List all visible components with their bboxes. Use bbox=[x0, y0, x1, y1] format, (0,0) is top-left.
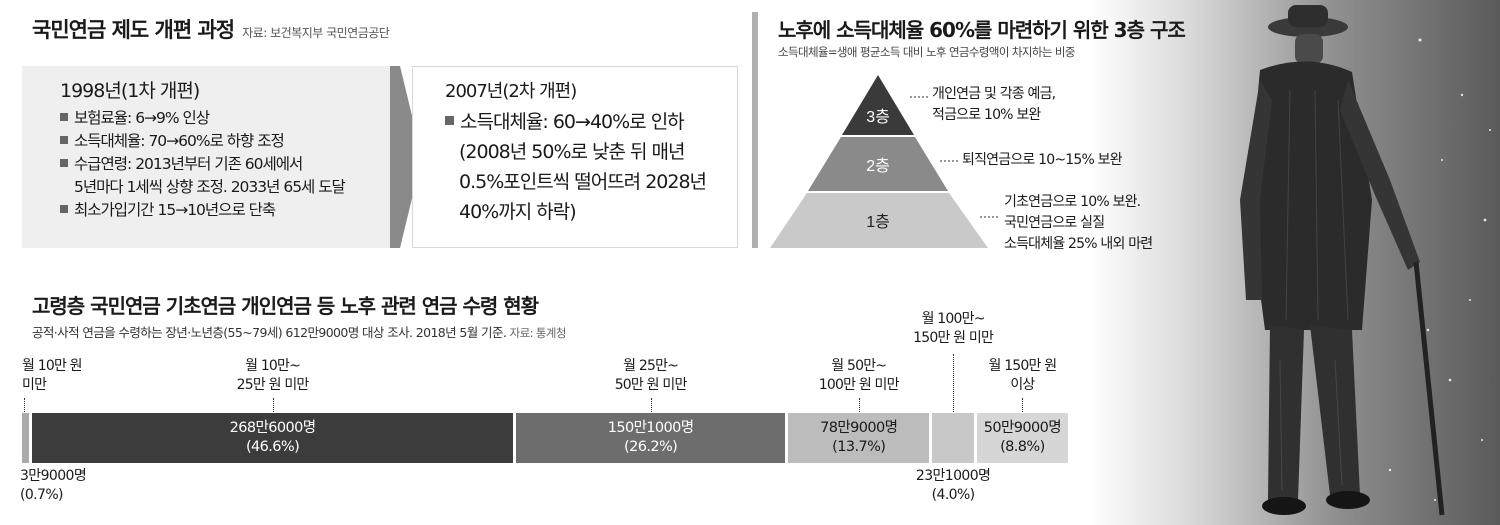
reform-first-item: 보험료율: 6→9% 인상 bbox=[60, 107, 390, 130]
chart-source: 자료: 통계청 bbox=[509, 326, 567, 340]
reform-source: 자료: 보건복지부 국민연금공단 bbox=[242, 26, 390, 40]
chart-title: 고령층 국민연금 기초연금 개인연금 등 노후 관련 연금 수령 현황 bbox=[32, 294, 539, 318]
reform-second-item: 소득대체율: 60→40%로 인하 bbox=[445, 107, 737, 137]
tier-1-name: 1층 bbox=[866, 213, 890, 231]
bar-value-label: 150만1000명 (26.2%) bbox=[607, 420, 694, 455]
reform-first-heading: 1998년(1차 개편) bbox=[60, 80, 200, 102]
square-bullet-icon bbox=[60, 113, 68, 121]
bar-value-label: 268만6000명 (46.6%) bbox=[229, 420, 316, 455]
bar-segment bbox=[22, 413, 29, 463]
bar-segment bbox=[516, 413, 786, 463]
tier-1-shape bbox=[770, 193, 988, 248]
reform-first-box: 1998년(1차 개편) 보험료율: 6→9% 인상 소득대체율: 70→60%… bbox=[22, 66, 390, 248]
bar-segment bbox=[788, 413, 930, 463]
tier-2-desc: 퇴직연금으로 10~15% 보완 bbox=[962, 152, 1123, 168]
category-label: 월 25만~ 50만 원 미만 bbox=[614, 358, 688, 393]
category-leader bbox=[650, 398, 652, 412]
reform-title: 국민연금 제도 개편 과정 자료: 보건복지부 국민연금공단 bbox=[32, 14, 390, 44]
bar-segment bbox=[932, 413, 974, 463]
stacked-bar-chart: 월 10만 원 미만 268만6000명 (46.6%) 월 10만~ 25만 원 미만 1… bbox=[0, 311, 1090, 525]
reform-second-line: 0.5%포인트씩 떨어뜨려 2028년 bbox=[459, 171, 707, 193]
pyramid: 3층 2층 1층 bbox=[770, 75, 1000, 248]
category-leader bbox=[272, 398, 274, 412]
reform-first-item: 수급연령: 2013년부터 기존 60세에서 bbox=[60, 153, 390, 176]
category-label: 월 150만 원 이상 bbox=[988, 358, 1057, 393]
reform-first-item: 소득대체율: 70→60%로 하향 조정 bbox=[60, 130, 390, 153]
square-bullet-icon bbox=[445, 116, 454, 125]
square-bullet-icon bbox=[60, 159, 68, 167]
structure-subtitle: 소득대체율=생애 평균소득 대비 노후 연금수령액이 차지하는 비중 bbox=[778, 45, 1075, 59]
arrow-right-icon bbox=[390, 66, 422, 248]
category-label: 월 10만 원 미만 bbox=[22, 358, 83, 393]
square-bullet-icon bbox=[60, 136, 68, 144]
tier-2-name: 2층 bbox=[866, 157, 890, 175]
reform-first-item-continuation: 5년마다 1세씩 상향 조정. 2033년 65세 도달 bbox=[74, 178, 346, 196]
bar-value-label: 3만9000명 (0.7%) bbox=[20, 468, 87, 503]
reform-second-line: (2008년 50%로 낮춘 뒤 매년 bbox=[459, 141, 686, 163]
category-label: 월 50만~ 100만 원 미만 bbox=[818, 358, 900, 393]
category-leader bbox=[1022, 398, 1024, 412]
reform-second-line: 40%까지 하락) bbox=[459, 201, 577, 223]
tier-3-name: 3층 bbox=[866, 108, 890, 126]
bar-value-label: 78만9000명 (13.7%) bbox=[820, 420, 898, 455]
reform-title-text: 국민연금 제도 개편 과정 bbox=[32, 18, 235, 42]
bar-value-label: 23만1000명 (4.0%) bbox=[915, 468, 991, 503]
reform-first-item: 최소가입기간 15→10년으로 단축 bbox=[60, 199, 390, 222]
tier-2-shape bbox=[808, 137, 948, 191]
category-leader bbox=[858, 398, 860, 412]
bar-value-label: 50만9000명 (8.8%) bbox=[983, 420, 1062, 455]
bar-segment bbox=[31, 413, 514, 463]
square-bullet-icon bbox=[60, 205, 68, 213]
reform-second-box: 2007년(2차 개편) 소득대체율: 60→40%로 인하 (2008년 50… bbox=[412, 66, 738, 248]
section-divider bbox=[752, 12, 758, 248]
bar-segment bbox=[976, 413, 1068, 463]
chart-subtitle: 공적·사적 연금을 수령하는 장년·노년층(55~79세) 612만9000명 … bbox=[32, 325, 567, 340]
category-label: 월 100만~ 150만 원 미만 bbox=[913, 311, 994, 346]
tier-3-desc: 개인연금 및 각종 예금, 적금으로 10% 보완 bbox=[932, 86, 1056, 123]
reform-second-heading: 2007년(2차 개편) bbox=[445, 81, 577, 102]
category-label: 월 10만~ 25만 원 미만 bbox=[236, 358, 310, 393]
structure-title: 노후에 소득대체율 60%를 마련하기 위한 3층 구조 bbox=[778, 18, 1186, 42]
category-leader bbox=[953, 354, 955, 412]
elderly-man-illustration bbox=[1090, 0, 1500, 525]
category-leader bbox=[24, 398, 25, 412]
tier-3-shape bbox=[842, 75, 914, 135]
tier-1-desc: 기초연금으로 10% 보완. 국민연금으로 실질 소득대체율 25% 내외 마련 bbox=[1004, 194, 1153, 252]
